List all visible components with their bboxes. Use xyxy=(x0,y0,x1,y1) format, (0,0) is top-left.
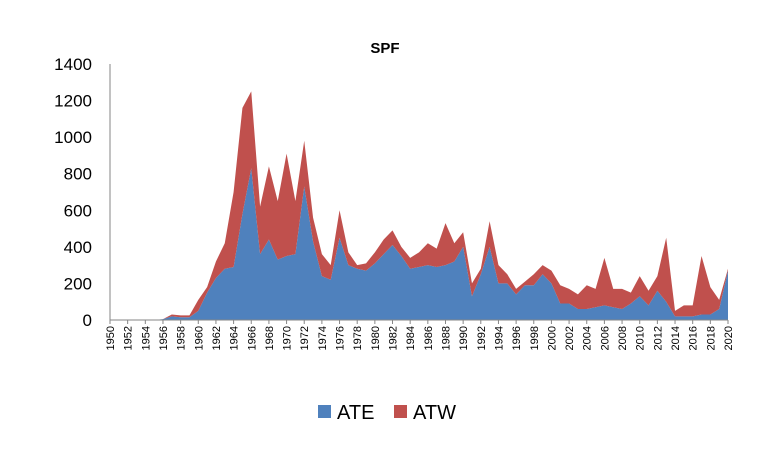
y-tick-label: 200 xyxy=(64,274,92,293)
x-tick-label: 1986 xyxy=(423,326,435,350)
y-tick-label: 1000 xyxy=(54,128,92,147)
x-tick-label: 1962 xyxy=(211,326,223,350)
x-tick-label: 2010 xyxy=(635,326,647,350)
x-tick-label: 1996 xyxy=(511,326,523,350)
x-tick-label: 1958 xyxy=(176,326,188,350)
x-tick-label: 1978 xyxy=(352,326,364,350)
x-tick-label: 1964 xyxy=(229,326,241,350)
x-tick-label: 1952 xyxy=(123,326,135,350)
x-tick-label: 2020 xyxy=(723,326,735,350)
x-tick-label: 1968 xyxy=(264,326,276,350)
x-tick-label: 1974 xyxy=(317,326,329,350)
y-tick-label: 0 xyxy=(83,311,92,330)
x-tick-label: 1960 xyxy=(193,326,205,350)
area-atw xyxy=(110,91,728,320)
x-tick-label: 2012 xyxy=(652,326,664,350)
x-tick-label: 1992 xyxy=(476,326,488,350)
legend-label-atw: ATW xyxy=(413,402,456,424)
y-tick-label: 1400 xyxy=(54,55,92,74)
x-tick-label: 2000 xyxy=(546,326,558,350)
x-tick-label: 1972 xyxy=(299,326,311,350)
y-tick-label: 600 xyxy=(64,201,92,220)
chart-title: SPF xyxy=(370,40,399,57)
x-tick-label: 2006 xyxy=(599,326,611,350)
x-tick-label: 2002 xyxy=(564,326,576,350)
x-tick-label: 1982 xyxy=(388,326,400,350)
x-tick-label: 1984 xyxy=(405,326,417,350)
legend-label-ate: ATE xyxy=(337,402,374,424)
area-ate xyxy=(110,168,728,320)
area-series-group xyxy=(110,91,728,320)
x-tick-label: 1970 xyxy=(282,326,294,350)
x-tick-label: 1950 xyxy=(105,326,117,350)
x-tick-label: 1976 xyxy=(335,326,347,350)
y-tick-label: 1200 xyxy=(54,92,92,111)
x-tick-label: 1956 xyxy=(158,326,170,350)
legend-swatch-ate xyxy=(318,405,331,418)
legend-swatch-atw xyxy=(394,405,407,418)
x-tick-label: 2018 xyxy=(705,326,717,350)
y-tick-label: 400 xyxy=(64,238,92,257)
x-tick-label: 2016 xyxy=(688,326,700,350)
axes-group xyxy=(109,64,728,321)
x-tick-label: 2008 xyxy=(617,326,629,350)
x-tick-label: 2004 xyxy=(582,326,594,350)
x-tick-label: 1988 xyxy=(440,326,452,350)
x-tick-label: 2014 xyxy=(670,326,682,350)
y-axis-ticks: 0 200 400 600 800 1000 1200 1400 xyxy=(54,55,92,330)
x-axis-ticks: 1950 1952 1954 1956 1958 1960 1962 1964 1966 1968… xyxy=(105,320,735,350)
y-tick-label: 800 xyxy=(64,165,92,184)
x-tick-label: 1994 xyxy=(493,326,505,350)
x-tick-label: 1954 xyxy=(140,326,152,350)
x-tick-label: 1966 xyxy=(246,326,258,350)
x-tick-label: 1990 xyxy=(458,326,470,350)
legend: ATE ATW xyxy=(318,402,456,424)
x-tick-label: 1998 xyxy=(529,326,541,350)
x-tick-label: 1980 xyxy=(370,326,382,350)
